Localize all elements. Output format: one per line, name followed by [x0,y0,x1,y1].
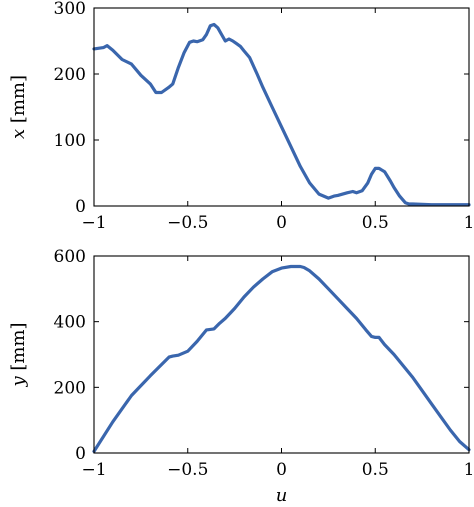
y-tick-label: 100 [54,131,86,151]
y-tick-label: 200 [54,378,86,398]
x-axis-label: u [276,485,288,506]
plot-frame [93,255,470,454]
x-tick-label: 0 [276,213,287,233]
y-tick-label: 400 [54,313,86,333]
top-panel-x-vs-u: −1 −0.5 0 0.5 1 0 100 200 300 x [mm] [8,0,474,233]
x-tick-label: 1 [464,460,474,480]
x-tick-label: −1 [81,460,106,480]
x-tick-label: −0.5 [167,460,208,480]
x-tick-label: −0.5 [167,213,208,233]
y-axis-label: x [mm] [8,75,29,139]
x-tick-label: −1 [81,213,106,233]
y-axis-label: y [mm] [8,322,29,387]
y-tick-label: 0 [75,197,86,217]
x-tick-label: 0.5 [362,213,389,233]
bottom-panel-y-vs-u: −1 −0.5 0 0.5 1 0 200 400 600 y [mm] u [8,247,474,506]
y-tick-label: 0 [75,444,86,464]
plot-frame [93,7,470,207]
x-tick-label: 0 [276,460,287,480]
y-tick-label: 200 [54,65,86,85]
x-tick-label: 1 [464,213,474,233]
y-tick-label: 600 [54,247,86,267]
series-line-0-0 [92,22,471,207]
series-line-1-0 [92,264,471,453]
x-tick-label: 0.5 [362,460,389,480]
y-tick-label: 300 [54,0,86,19]
